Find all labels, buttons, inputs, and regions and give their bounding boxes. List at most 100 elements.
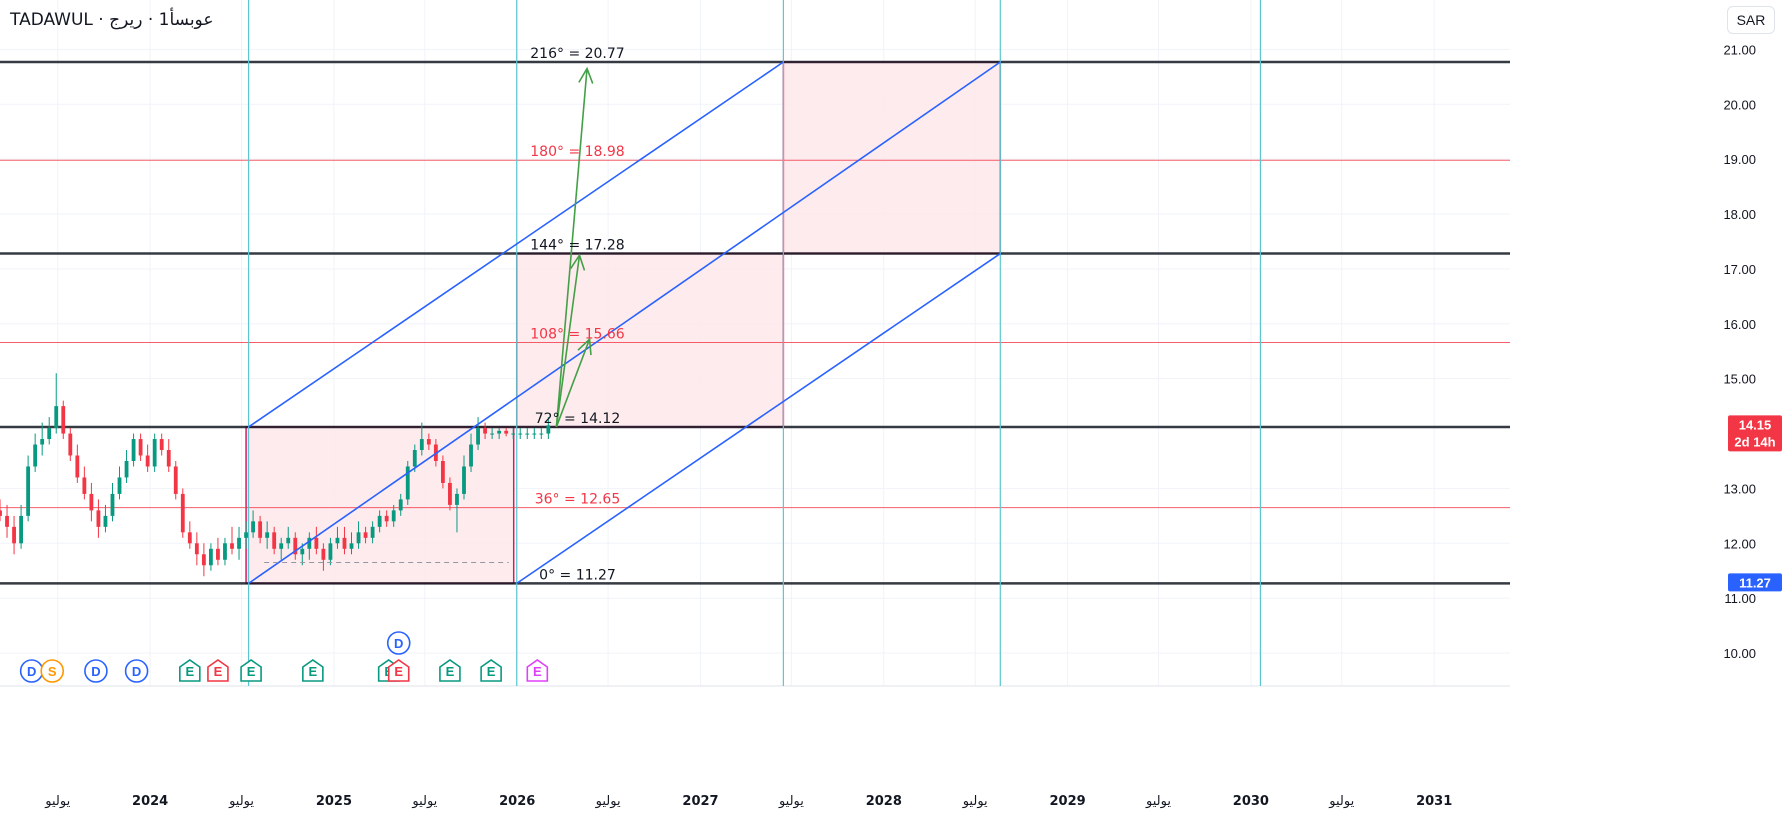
- gann-diagonal: [248, 61, 1001, 585]
- event-badge: [124, 659, 149, 683]
- candle: [251, 510, 255, 538]
- candle-body: [258, 521, 263, 538]
- candle: [194, 532, 199, 566]
- price-tick-label: 18.00: [1723, 207, 1756, 222]
- candle-body: [230, 543, 234, 549]
- candle: [504, 428, 509, 437]
- candle-body: [419, 439, 424, 451]
- candle-body: [440, 460, 445, 483]
- candle-body: [103, 515, 108, 527]
- event-marker-earnings_up: E: [480, 659, 502, 682]
- candle: [384, 510, 389, 527]
- price-badges: 14.15 2d 14h 11.27: [1728, 415, 1782, 592]
- price-axis[interactable]: 21.00 20.00 19.00 18.00 17.00 16.00 15.00 13.00…: [1510, 0, 1789, 817]
- event-markers: DSDDEEEEEEDEEE: [19, 631, 549, 683]
- candle: [363, 526, 368, 544]
- level-lines: [0, 60, 1510, 585]
- candle-body: [124, 460, 129, 478]
- candle-body: [328, 543, 333, 560]
- gann-boxes: [245, 61, 1002, 585]
- candle: [398, 493, 403, 516]
- candle-body: [370, 526, 375, 538]
- candle-body: [307, 537, 312, 549]
- event-letter: E: [487, 664, 496, 679]
- price-tick-label: 16.00: [1723, 317, 1756, 332]
- candle: [138, 433, 143, 461]
- price-tick-label: 21.00: [1723, 42, 1756, 57]
- time-axis[interactable]: يوليو 2024 يوليو 2025 يوليو 2026 يوليو 2027 يولي…: [44, 794, 1452, 809]
- level-labels: 216° = 20.77 180° = 18.98 144° = 17.28 108°…: [530, 46, 625, 583]
- gann-diagonal: [516, 252, 1001, 585]
- candle-body: [511, 433, 516, 435]
- event-marker-dividend: D: [84, 659, 108, 683]
- event-marker-dividend: D: [19, 659, 44, 683]
- candle: [103, 504, 108, 533]
- time-tick-label: 2028: [866, 794, 902, 809]
- time-tick-label: يوليو: [1328, 794, 1354, 809]
- candle-body: [504, 430, 509, 434]
- candle-body: [159, 439, 164, 451]
- candle: [258, 515, 263, 544]
- candle: [0, 499, 2, 522]
- candle: [187, 521, 192, 549]
- candle: [426, 433, 431, 451]
- candle: [237, 526, 241, 560]
- gann-box: [245, 426, 515, 585]
- event-marker-earnings_up: E: [179, 659, 201, 682]
- price-badge-label: 14.15: [1739, 417, 1772, 432]
- candle: [40, 422, 45, 456]
- candle-body: [33, 444, 38, 467]
- candle: [152, 433, 157, 472]
- candle: [223, 537, 227, 566]
- candle: [469, 433, 473, 472]
- candle-body: [321, 548, 326, 560]
- candle-body: [349, 543, 354, 549]
- level-label: 72° = 14.12: [535, 411, 621, 427]
- candle: [546, 417, 551, 440]
- time-tick-label: 2031: [1416, 794, 1452, 809]
- event-marker-earnings_down: E: [387, 659, 410, 682]
- candle-body: [314, 537, 319, 549]
- candle: [131, 433, 136, 467]
- candle: [272, 526, 277, 555]
- candle-body: [356, 532, 361, 544]
- event-marker-split: S: [40, 659, 65, 683]
- gann-box: [515, 252, 785, 428]
- event-letter: D: [394, 636, 403, 651]
- candle-body: [19, 515, 23, 544]
- currency-button[interactable]: SAR: [1727, 6, 1775, 34]
- candle: [377, 510, 382, 533]
- candle: [5, 504, 9, 538]
- candle: [26, 455, 31, 522]
- time-tick-label: يوليو: [595, 794, 621, 809]
- candle: [419, 422, 424, 456]
- candle-body: [26, 466, 31, 516]
- candle-body: [40, 439, 45, 445]
- candle: [370, 521, 375, 544]
- event-badge: [387, 659, 410, 682]
- candle-body: [96, 510, 101, 527]
- price-tick-label: 11.00: [1724, 591, 1756, 606]
- projection-arrow: [555, 337, 592, 428]
- price-badge: 11.27: [1728, 573, 1782, 592]
- arrow-shaft: [555, 68, 588, 428]
- candle: [166, 439, 171, 472]
- price-tick-label: 17.00: [1723, 262, 1756, 277]
- time-tick-label: 2024: [132, 794, 168, 809]
- candle-body: [272, 532, 277, 549]
- candle-body: [12, 526, 16, 544]
- cycle-vertical-lines: [247, 0, 1262, 686]
- candle-body: [398, 499, 403, 511]
- candle-body: [483, 428, 487, 434]
- event-letter: D: [27, 664, 36, 679]
- level-label: 144° = 17.28: [530, 238, 624, 254]
- candle: [497, 428, 502, 440]
- event-letter: E: [247, 664, 256, 679]
- projection-arrow: [555, 66, 594, 428]
- arrow-head: [570, 253, 586, 271]
- event-badge: [179, 659, 201, 682]
- price-tick-label: 15.00: [1723, 372, 1756, 387]
- candle-body: [405, 466, 410, 500]
- price-badge-bg: [1728, 573, 1782, 592]
